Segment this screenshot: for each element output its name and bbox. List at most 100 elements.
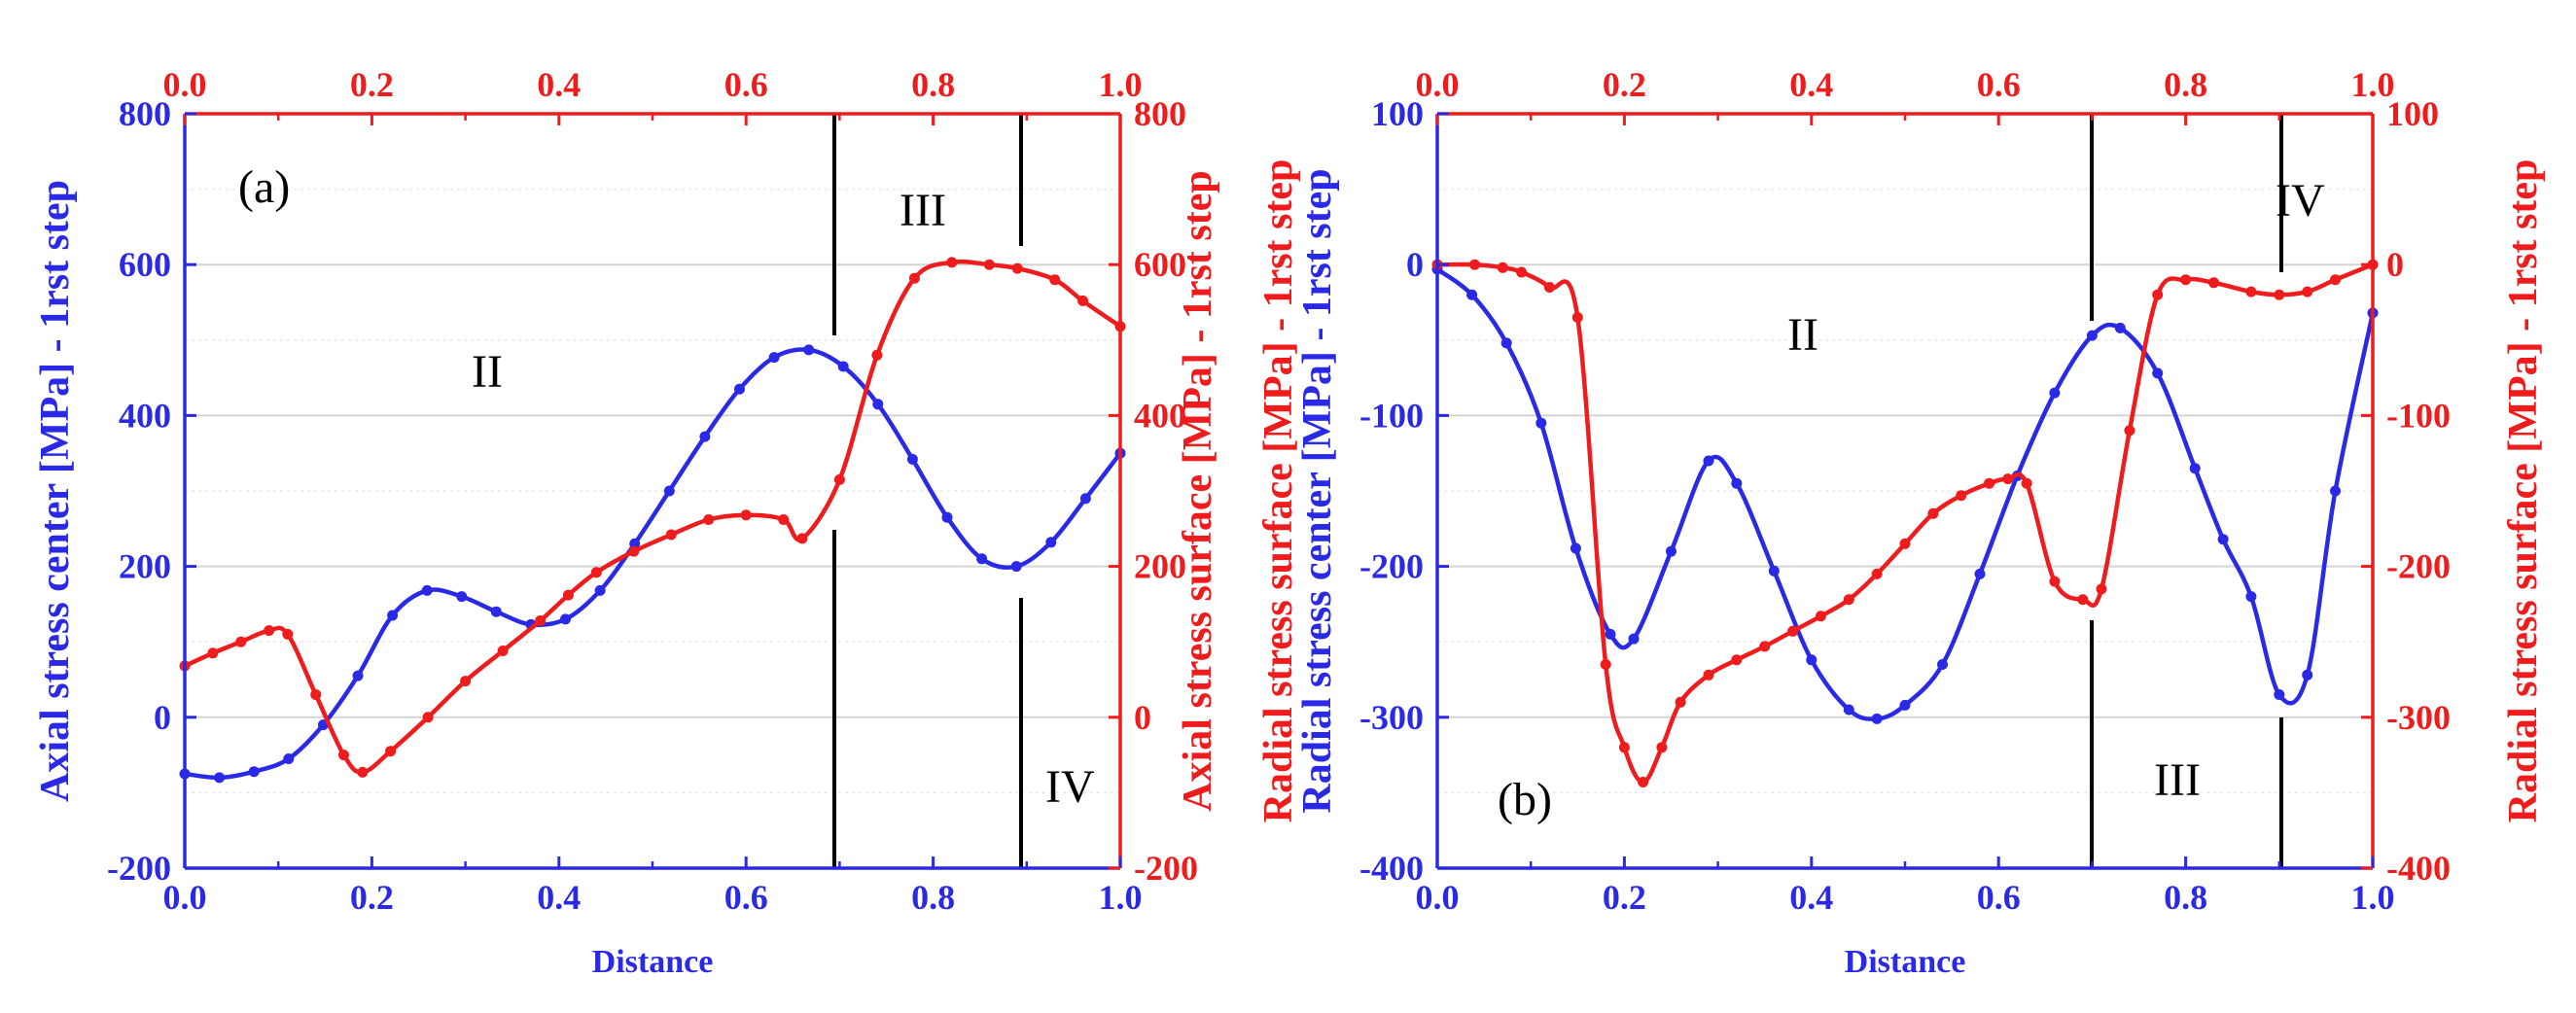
- panel-b-region-iii-label: III: [2154, 754, 2201, 806]
- panel-a-series-right-point: [207, 647, 219, 659]
- panel-a-left-y-tick-label: 800: [119, 94, 171, 133]
- panel-b-series-right-point: [2245, 286, 2257, 297]
- panel-b-series-right-point: [2124, 425, 2135, 437]
- panel-a: 0.00.00.20.20.40.40.60.60.80.81.01.0-200…: [33, 65, 1220, 980]
- panel-b-series-right-point: [1871, 568, 1883, 579]
- panel-a-series: [179, 257, 1126, 784]
- panel-b-series-right-point: [1571, 312, 1583, 323]
- panel-b-series-right-point: [1638, 777, 1649, 787]
- panel-a-series-left-point: [456, 591, 468, 603]
- panel-b-series-left-point: [1535, 417, 1547, 429]
- panel-b-series-left-point: [1768, 565, 1780, 576]
- panel-a-series-left-point: [906, 453, 918, 465]
- panel-a-letter: (a): [238, 161, 290, 213]
- panel-b-left-y-tick-label: 0: [1406, 245, 1424, 284]
- panel-b-series-left-point: [1570, 542, 1581, 554]
- panel-b-series-right-point: [1703, 669, 1714, 681]
- panel-a-series-right-point: [1011, 262, 1023, 274]
- panel-a-x-tick-label: 0.0: [163, 878, 207, 917]
- panel-b-right-y-tick-label: -300: [2386, 698, 2451, 737]
- panel-b-series-left-point: [1605, 628, 1616, 640]
- panel-b-series-left-point: [1731, 477, 1743, 489]
- panel-b-series-right-point: [2002, 473, 2014, 485]
- panel-b-series-left-point: [2217, 534, 2229, 545]
- panel-a-left-y-tick-label: 600: [119, 245, 171, 284]
- panel-a-left-y-tick-label: 400: [119, 396, 171, 435]
- panel-b-series-right-point: [1516, 266, 1528, 278]
- panel-a-series-right-point: [740, 509, 752, 521]
- panel-b-series-right-point: [2302, 286, 2313, 297]
- panel-a-left-y-tick-label: 200: [119, 547, 171, 586]
- panel-a-series-right-point: [422, 712, 434, 723]
- panel-b-region-ii-label: II: [1787, 309, 1818, 361]
- panel-b-top-x-tick-label: 0.2: [1603, 65, 1646, 104]
- panel-a-right-y-tick-label: 200: [1134, 547, 1186, 586]
- panel-b-series-right-point: [1656, 742, 1668, 753]
- panel-a-series-left-point: [1079, 493, 1091, 505]
- panel-b-series-left-point: [2245, 591, 2257, 603]
- panel-a-series-right-point: [460, 676, 472, 687]
- panel-b-series-right-point: [1759, 641, 1771, 652]
- panel-b-series-right-point: [2077, 594, 2089, 606]
- panel-a-series-right-point: [535, 615, 547, 626]
- panel-a-series-right-point: [1077, 295, 1088, 306]
- panel-b-series-left-point: [2189, 463, 2201, 474]
- panel-a-top-x-tick-label: 0.8: [911, 65, 955, 104]
- panel-a-series-left-point: [283, 753, 295, 764]
- panel-a-series-right-point: [385, 746, 397, 757]
- panel-a-series-right-point: [628, 545, 640, 557]
- panel-b-right-y-tick-label: 100: [2386, 94, 2439, 133]
- panel-b-series-right-point: [1927, 507, 1939, 519]
- panel-b-left-y-axis-label: Radial stress center [MPa] - 1rst step: [1295, 168, 1340, 813]
- panel-b-series-left-point: [1806, 654, 1817, 666]
- panel-b-x-axis-label: Distance: [1845, 944, 1966, 980]
- panel-b-series-left-point: [1466, 289, 1478, 300]
- panel-b-series-right-point: [2274, 289, 2285, 300]
- panel-a-right-y-tick-label: 400: [1134, 396, 1186, 435]
- panel-b-series-right-point: [2049, 576, 2061, 587]
- panel-a-series-left-point: [941, 511, 953, 523]
- panel-a-series-left-point: [976, 553, 988, 565]
- panel-a-x-tick-label: 0.8: [911, 878, 955, 917]
- panel-a-series-right-point: [983, 259, 995, 270]
- panel-b-series-left-point: [1899, 699, 1911, 711]
- panel-b-axes: [1435, 112, 2375, 870]
- panel-a-series-left-point: [872, 399, 884, 410]
- panel-b-right-y-axis-label: Radial stress surface [MPa] - 1rst step: [2501, 159, 2546, 823]
- panel-b-series-right-point: [1497, 262, 1508, 273]
- panel-b-series-right-point: [1843, 594, 1854, 606]
- panel-b-top-x-tick-label: 1.0: [2351, 65, 2395, 104]
- panel-a-series-right-point: [778, 514, 790, 525]
- panel-a-region-lines: [832, 114, 1023, 868]
- panel-a-series-right-point: [946, 257, 958, 268]
- panel-b-right-y-tick-label: -200: [2386, 547, 2451, 586]
- panel-a-series-left-point: [1010, 561, 1022, 573]
- panel-b-series-left-point: [1937, 659, 1948, 670]
- panel-a-axes: [183, 112, 1122, 870]
- panel-a-series-right-point: [282, 628, 294, 640]
- panel-b-series-left-point: [2330, 485, 2341, 497]
- panel-b-left-y-tick-label: -300: [1359, 698, 1424, 737]
- panel-a-series-right-point: [338, 750, 349, 761]
- panel-a-series-left-point: [421, 584, 433, 596]
- panel-a-x-tick-label: 0.6: [724, 878, 768, 917]
- panel-a-x-tick-label: 0.2: [350, 878, 394, 917]
- panel-a-series-right-point: [590, 567, 602, 578]
- panel-a-series-right-point: [264, 625, 275, 637]
- panel-a-region-iii-label: III: [900, 185, 946, 236]
- panel-b-series-left-point: [2302, 669, 2313, 681]
- panel-a-series-right-point: [908, 272, 920, 284]
- panel-a-series-left-point: [837, 361, 849, 372]
- panel-b-series-right-point: [1787, 625, 1799, 637]
- panel-b-region-iv-label: IV: [2276, 175, 2325, 227]
- panel-a-series-left-point: [803, 344, 815, 356]
- panel-a-series-left-line: [184, 347, 1122, 781]
- panel-b-series-right-point: [1675, 696, 1686, 708]
- panel-a-top-x-tick-label: 0.2: [350, 65, 394, 104]
- panel-a-series-left-point: [768, 352, 780, 364]
- panel-a-series-right-point: [562, 589, 574, 601]
- panel-a-x-axis-label: Distance: [592, 944, 714, 980]
- panel-b-left-y-tick-label: -400: [1359, 849, 1424, 888]
- panel-b-x-tick-label: 0.0: [1416, 878, 1460, 917]
- panel-b-series-right-point: [1984, 477, 1995, 489]
